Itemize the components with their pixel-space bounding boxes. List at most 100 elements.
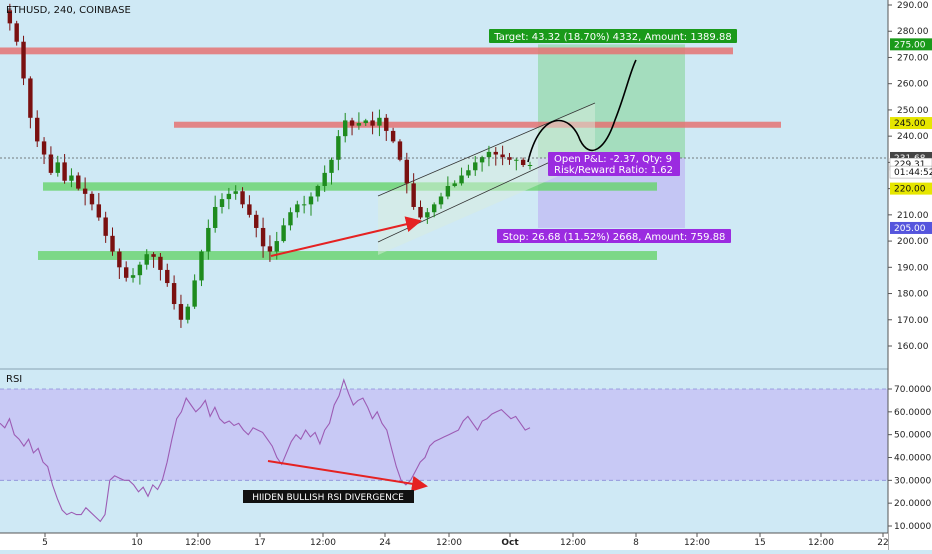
candle-body	[438, 196, 444, 205]
rsi-tick-label: 30.0000	[894, 476, 931, 486]
candle-body	[390, 130, 396, 142]
candle-body	[240, 191, 245, 205]
rsi-divergence-arrow	[267, 460, 428, 492]
candle-body	[507, 157, 512, 160]
time-tick-label: 12:00	[560, 538, 586, 548]
resistance-price-bg	[890, 117, 932, 130]
target-price-label: 275.00	[894, 40, 926, 50]
zone-resistance-upper	[0, 47, 733, 55]
candle-body	[411, 183, 416, 207]
candle-body	[520, 159, 526, 166]
candle-body	[349, 120, 355, 126]
rsi-tick-label: 40.0000	[894, 454, 931, 464]
stop-price-bg	[890, 221, 932, 234]
candle-body	[301, 204, 307, 206]
candle-body	[130, 275, 136, 278]
candle-body	[233, 191, 238, 194]
candle-body	[165, 269, 170, 284]
candle-body	[178, 304, 184, 320]
stop-price-label: 205.00	[894, 224, 926, 234]
time-tick-label: 12:00	[436, 538, 462, 548]
candle-body	[452, 183, 457, 186]
candle-body	[62, 162, 67, 181]
candle-body	[110, 235, 115, 252]
rsi-pane: HIIDEN BULLISH RSI DIVERGENCE	[0, 370, 888, 532]
candle-body	[158, 256, 163, 270]
rsi-tick-label: 10.0000	[894, 522, 931, 532]
candle-body	[14, 23, 19, 42]
price-axis: 290.00280.00270.00260.00250.00240.00230.…	[887, 0, 932, 550]
candle-body	[35, 117, 40, 142]
candle-body	[137, 264, 143, 276]
time-axis-background	[0, 533, 888, 551]
price-tick-label: 170.00	[897, 316, 929, 326]
price-tick-label: 250.00	[897, 106, 929, 116]
candle-body	[206, 227, 211, 252]
candle-body	[356, 123, 362, 126]
price-tick-label: 180.00	[897, 290, 929, 300]
candle-body	[260, 227, 266, 247]
candle-body	[288, 212, 293, 226]
candle-body	[21, 41, 26, 79]
target-label-bg	[489, 29, 737, 43]
candle-body	[370, 120, 375, 126]
candle-body	[425, 212, 430, 218]
countdown-bg	[889, 165, 932, 179]
candle-body	[336, 136, 341, 160]
candle-body	[89, 193, 95, 205]
candle-body	[466, 170, 471, 176]
time-tick-label: 8	[633, 538, 639, 548]
price-tick-label: 260.00	[897, 80, 929, 90]
pnl-text: Open P&L: -2.37, Qty: 9	[554, 154, 672, 165]
time-tick-label: 12:00	[310, 538, 336, 548]
zone-support-mid	[43, 182, 657, 191]
candle-body	[479, 157, 485, 163]
candle-body	[459, 175, 464, 184]
candle-body	[418, 206, 423, 218]
candle-body	[527, 165, 533, 167]
time-tick-label: 24	[379, 538, 391, 548]
price-divergence-arrow	[270, 216, 422, 257]
candle-body	[445, 185, 451, 197]
time-tick-label: Oct	[501, 538, 519, 548]
time-tick-label: 10	[131, 538, 143, 548]
candle-body	[363, 120, 368, 124]
candle-body	[404, 159, 410, 184]
candle-body	[117, 251, 122, 268]
axis-background	[888, 0, 932, 550]
rsi-tick-label: 70.0000	[894, 385, 931, 395]
stop-label: Stop: 26.68 (11.52%) 2668, Amount: 759.8…	[497, 229, 731, 243]
time-tick-label: 15	[754, 538, 765, 548]
time-tick-label: 12:00	[185, 538, 211, 548]
candle-body	[247, 204, 252, 215]
price-tick-label: 200.00	[897, 237, 929, 247]
candle-body	[377, 117, 382, 126]
time-tick-label: 17	[254, 538, 265, 548]
projection-path	[527, 59, 637, 163]
risk-reward-text: Risk/Reward Ratio: 1.62	[554, 165, 673, 176]
stop-label-bg	[497, 229, 731, 243]
candle-body	[192, 280, 197, 307]
time-tick-label: 12:00	[808, 538, 834, 548]
time-tick-label: 12:00	[684, 538, 710, 548]
candle-body	[431, 204, 437, 213]
rsi-tick-label: 50.0000	[894, 431, 931, 441]
rsi-annotation-text: HIIDEN BULLISH RSI DIVERGENCE	[252, 493, 404, 503]
resistance-price-label: 245.00	[894, 119, 926, 129]
candle-body	[514, 159, 519, 161]
candle-body	[486, 151, 492, 158]
candle-body	[500, 154, 505, 158]
candle-body	[41, 141, 47, 155]
rsi-annotation-bg	[243, 490, 414, 503]
price-tick-label: 190.00	[897, 263, 929, 273]
target-label-text: Target: 43.32 (18.70%) 4332, Amount: 138…	[493, 32, 731, 43]
candle-body	[199, 251, 204, 281]
rsi-tick-label: 60.0000	[894, 408, 931, 418]
zone-support-lower	[38, 251, 657, 260]
candle-body	[96, 204, 102, 218]
candles	[7, 3, 533, 328]
candle-body	[171, 283, 177, 305]
candle-body	[384, 117, 389, 131]
